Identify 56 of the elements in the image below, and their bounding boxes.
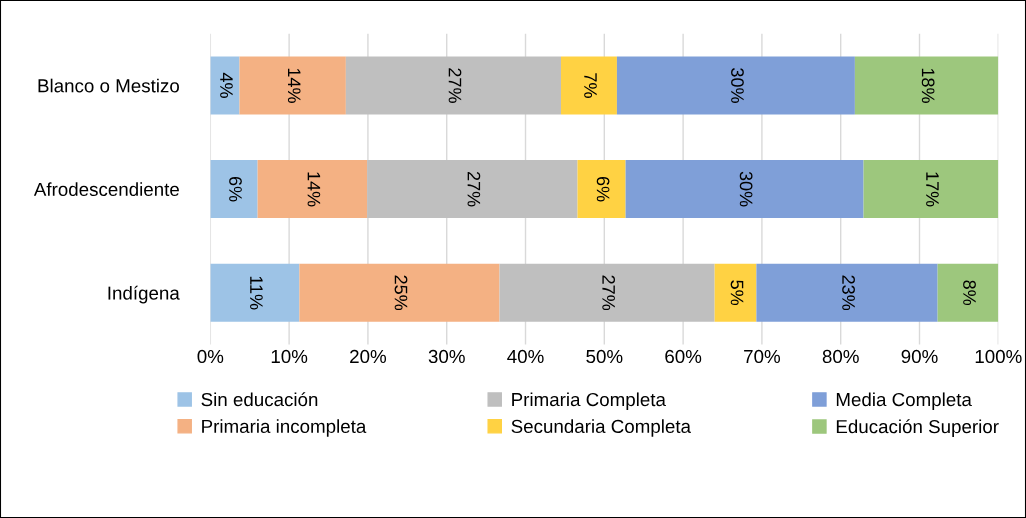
bar [239,56,346,115]
bar [345,56,561,115]
bar [499,263,715,322]
data-label: 30% [731,68,744,103]
x-tick-label: 30% [428,349,465,364]
data-label: 6% [229,176,242,202]
bar [299,263,500,322]
bar [854,56,999,115]
x-tick-label: 100% [975,349,1022,364]
legend-label: Sin educación [201,392,318,407]
data-label: 25% [394,275,408,311]
data-label: 4% [220,72,233,98]
bar [577,160,626,219]
y-tick-label: Blanco o Mestizo [38,78,179,93]
bar [625,160,864,219]
y-tick-label: Afrodescendiente [33,182,179,197]
data-label: 27% [448,68,462,103]
bar [756,263,938,322]
data-label: 14% [287,68,301,103]
y-tick-label: Indígena [108,285,180,304]
data-label: 11% [250,276,263,310]
data-label: 6% [596,176,610,202]
legend-label: Educación Superior [836,419,999,437]
legend-label: Secundaria Completa [511,419,691,437]
x-tick-label: 0% [197,349,224,364]
bar [210,56,240,115]
bar [937,263,999,322]
bar [714,263,757,322]
data-label: 5% [730,280,744,306]
legend-label: Primaria incompleta [202,419,367,437]
x-tick-label: 90% [901,349,938,364]
data-label: 23% [842,275,855,311]
bar [616,56,855,115]
x-tick-label: 20% [350,349,387,364]
bar [560,56,617,115]
bar [367,160,578,219]
data-label: 27% [602,275,616,311]
data-label: 30% [739,171,753,207]
x-tick-label: 40% [507,349,544,364]
bar [257,160,368,219]
bar [210,263,300,322]
x-tick-label: 50% [586,349,623,364]
legend-label: Media Completa [836,392,972,410]
data-label: 17% [926,172,939,207]
x-tick-label: 80% [822,349,859,364]
bar [863,160,999,219]
legend-label: Primaria Completa [512,392,666,410]
data-label: 27% [467,171,481,207]
data-label: 8% [963,280,976,306]
data-label: 18% [921,68,935,103]
bar [210,160,258,219]
data-label: 7% [584,73,597,98]
x-tick-label: 60% [665,349,702,364]
x-tick-label: 70% [744,349,781,364]
data-label: 14% [307,172,321,207]
x-tick-label: 10% [271,349,308,364]
